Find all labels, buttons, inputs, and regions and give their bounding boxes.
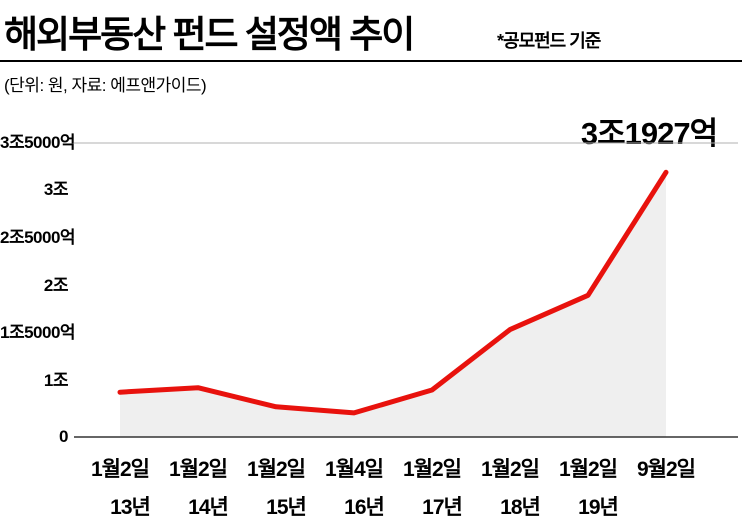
x-tick-date: 1월2일 — [91, 458, 150, 481]
x-tick-year: 15년 — [266, 496, 307, 519]
x-tick-date: 1월2일 — [247, 458, 306, 481]
y-tick-label: 1조 — [43, 371, 69, 390]
y-tick-label: 3조 — [43, 180, 69, 199]
x-tick-year: 16년 — [344, 496, 385, 519]
x-tick-date: 1월2일 — [403, 458, 462, 481]
y-tick-label: 0 — [59, 427, 68, 446]
page-title: 해외부동산 펀드 설정액 추이 — [4, 14, 415, 55]
unit-source-label: (단위: 원, 자료: 에프앤가이드) — [4, 76, 207, 95]
x-tick-date: 9월2일 — [637, 458, 696, 481]
fund-line — [117, 169, 669, 416]
x-tick-date: 1월2일 — [169, 458, 228, 481]
x-tick-year: 19년 — [578, 496, 619, 519]
x-tick-year: 14년 — [188, 496, 229, 519]
y-tick-label: 3조5000억 — [0, 133, 76, 152]
x-tick-date: 1월2일 — [481, 458, 540, 481]
x-tick-year: 17년 — [422, 496, 463, 519]
y-tick-label: 2조5000억 — [0, 228, 76, 247]
fund-area — [120, 172, 666, 438]
x-tick-year: 18년 — [500, 496, 541, 519]
x-tick-date: 1월2일 — [559, 458, 618, 481]
x-tick-date: 1월4일 — [325, 458, 384, 481]
y-tick-label: 1조5000억 — [0, 323, 76, 342]
peak-value-label: 3조1927억 — [580, 116, 718, 151]
x-tick-year: 13년 — [110, 496, 151, 519]
header-divider — [0, 60, 742, 62]
fund-basis-note: *공모펀드 기준 — [497, 31, 601, 51]
y-tick-label: 2조 — [43, 276, 69, 295]
